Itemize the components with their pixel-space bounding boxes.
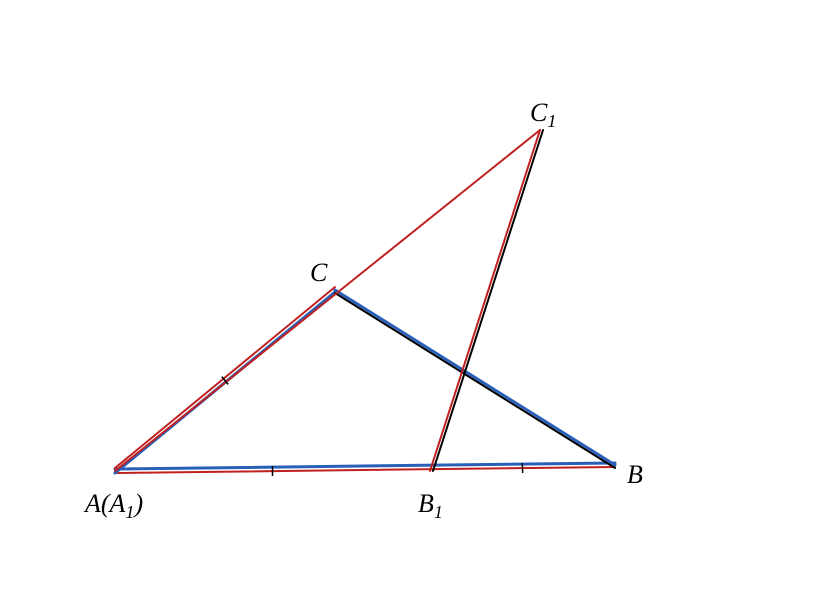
edge-A-C1 [115,130,540,471]
edge-C1-B1 [433,130,543,471]
vertex-label-C: C [310,258,327,288]
edge-C1-B1 [430,130,540,471]
vertex-label-B: B [627,460,643,490]
ticks-group [222,377,523,476]
vertex-label-B1: B1 [418,489,443,523]
vertex-label-A: A(A1) [85,489,143,523]
edge-C-B [335,290,615,465]
edge-C-B [335,293,615,468]
edges-group [115,130,615,473]
vertex-label-C1: C1 [530,98,556,132]
edge-A-C [115,287,335,468]
